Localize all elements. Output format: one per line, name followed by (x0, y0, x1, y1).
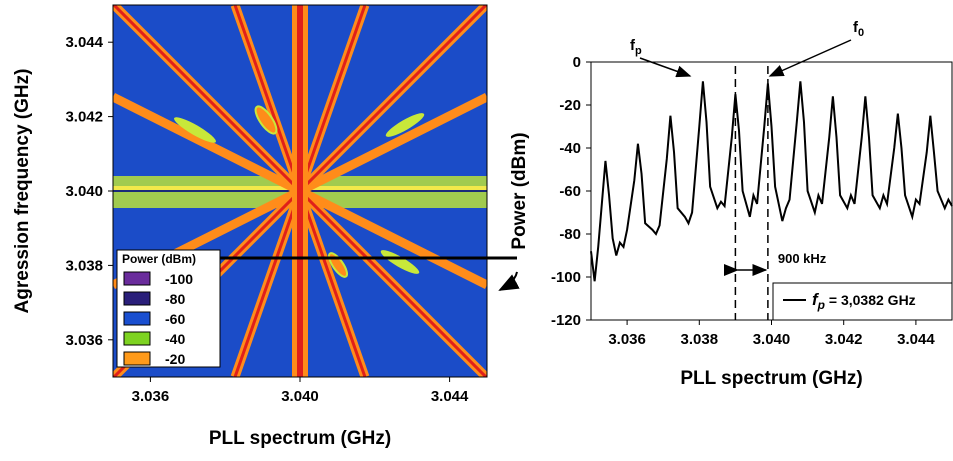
x-tick-label: 3.044 (431, 388, 469, 405)
y-tick-label: -100 (551, 269, 581, 286)
legend-label: -40 (165, 331, 185, 347)
peak-annotation: fp (630, 37, 642, 57)
peak-annotation: f0 (853, 19, 864, 39)
legend-swatch (123, 311, 151, 326)
y-tick-label: 3.038 (65, 257, 103, 274)
legend-label: -20 (165, 351, 185, 367)
spectrum-line (590, 81, 953, 282)
legend-label: fp = 3,0382 GHz (812, 290, 916, 312)
y-tick-label: 3.042 (65, 109, 103, 126)
annotation-f: f (853, 19, 859, 36)
y-axis-label: Power (dBm) (509, 132, 530, 249)
plot-frame (590, 61, 953, 321)
heatmap-image (113, 5, 487, 377)
legend-label: -60 (165, 311, 185, 327)
annotation-sub: 0 (858, 27, 864, 39)
legend-box (772, 282, 953, 321)
legend-swatch (123, 351, 151, 366)
spacing-label: 900 kHz (778, 251, 827, 266)
x-tick-label: 3.040 (753, 331, 791, 348)
y-tick-label: -120 (551, 312, 581, 329)
y-tick-label: 3.036 (65, 332, 103, 349)
annotation-f: f (630, 37, 636, 54)
legend-swatch (123, 271, 151, 286)
y-tick-label: -40 (559, 140, 581, 157)
x-tick-label: 3.044 (897, 331, 935, 348)
legend-sub: p (817, 298, 825, 312)
x-axis-label: PLL spectrum (GHz) (680, 368, 862, 389)
legend-swatch (123, 331, 151, 346)
cut-arrow (498, 271, 520, 291)
annotation-arrow (768, 39, 852, 77)
y-tick-label: -60 (559, 183, 581, 200)
x-tick-label: 3.042 (825, 331, 863, 348)
x-tick-label: 3.036 (132, 388, 170, 405)
y-tick-label: 3.040 (65, 183, 103, 200)
x-tick-label: 3.040 (281, 388, 319, 405)
legend-label: -100 (165, 271, 193, 287)
x-tick-label: 3.036 (608, 331, 646, 348)
annotation-arrow (639, 57, 692, 78)
y-tick-label: -20 (559, 97, 581, 114)
y-tick-label: 0 (573, 54, 581, 71)
legend-swatch (123, 291, 151, 306)
legend-box (116, 249, 221, 368)
legend-rest: = 3,0382 GHz (825, 292, 916, 308)
y-tick-label: 3.044 (65, 34, 103, 51)
y-tick-label: -80 (559, 226, 581, 243)
legend-label: -80 (165, 291, 185, 307)
x-axis-label: PLL spectrum (GHz) (209, 428, 391, 449)
x-tick-label: 3.038 (681, 331, 719, 348)
legend-title: Power (dBm) (122, 252, 196, 266)
annotation-sub: p (635, 45, 642, 57)
y-axis-label: Agression frequency (GHz) (12, 69, 33, 314)
legend-f: f (812, 290, 820, 309)
